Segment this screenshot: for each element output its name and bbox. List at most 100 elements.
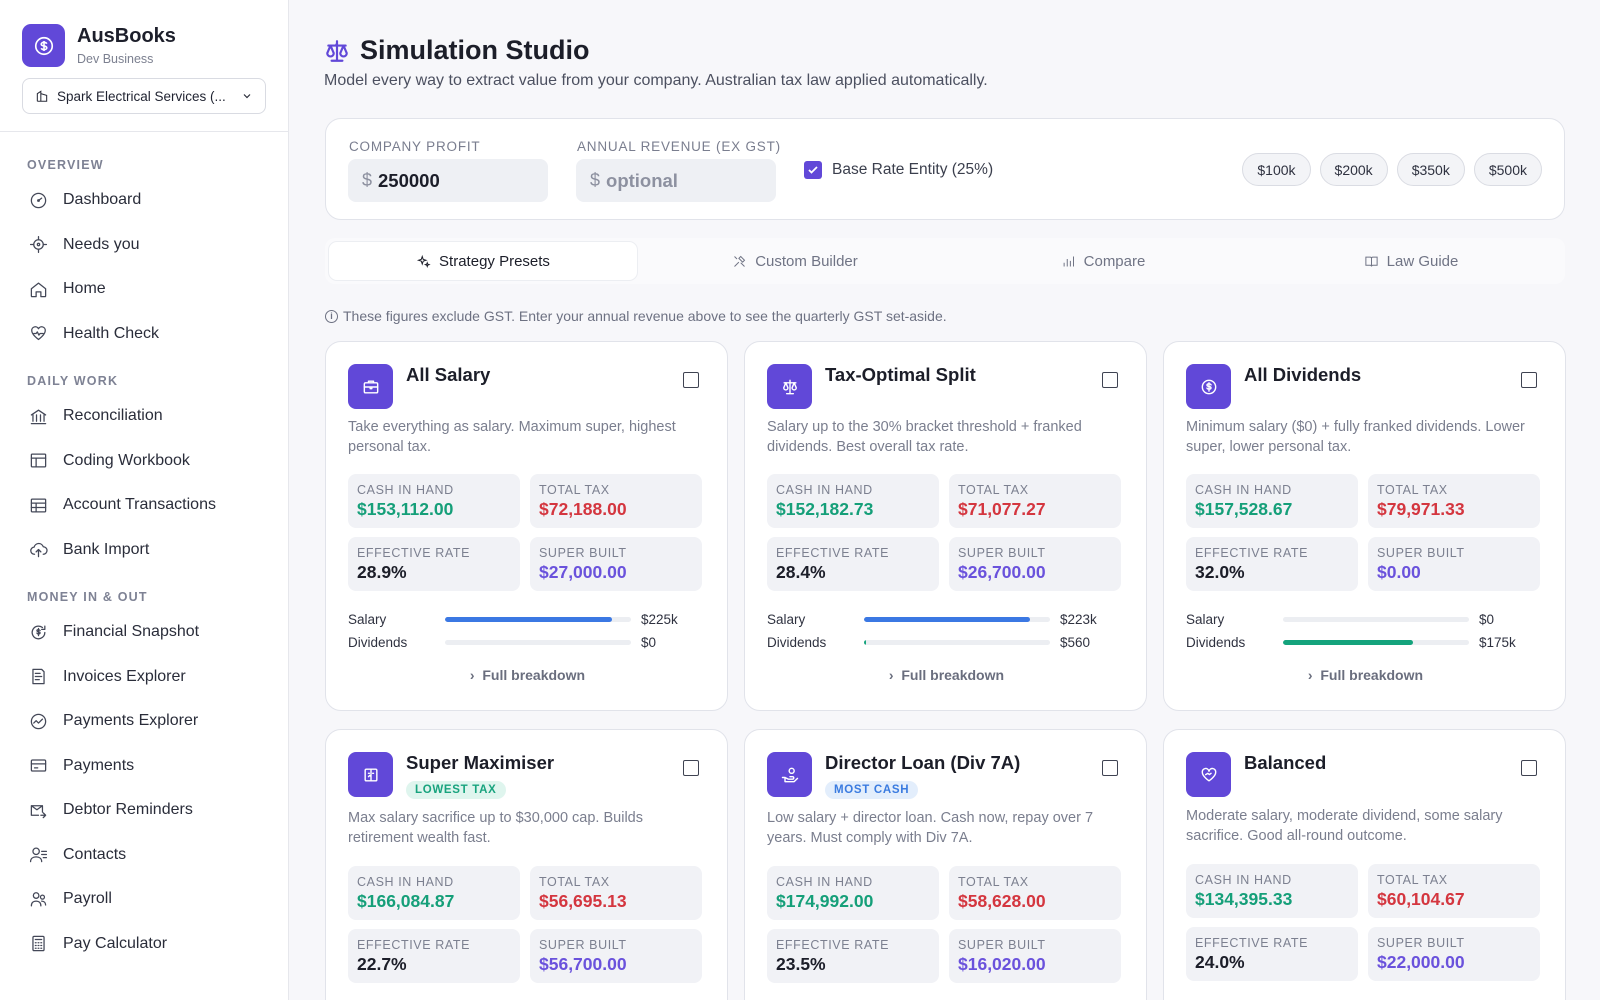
strategy-card-tax-optimal-split[interactable]: Tax-Optimal Split Salary up to the 30% b… [744,341,1147,711]
sidebar-item-payments[interactable]: Payments [0,744,289,789]
brand: AusBooks Dev Business [0,0,288,67]
full-breakdown-link[interactable]: › Full breakdown [1164,667,1567,683]
sidebar-item-debtor-reminders[interactable]: Debtor Reminders [0,788,289,833]
compare-checkbox[interactable] [683,372,699,388]
gauge-icon [28,190,48,210]
preset-100k-button[interactable]: $100k [1242,153,1311,186]
metric-label: TOTAL TAX [958,875,1029,889]
bank-icon [28,406,48,426]
metric-effective-rate: EFFECTIVE RATE 23.5% [767,929,939,983]
sidebar-item-label: Account Transactions [63,496,216,514]
tab-compare[interactable]: Compare [949,238,1257,284]
metric-value: $153,112.00 [357,499,454,519]
sidebar-item-bank-import[interactable]: Bank Import [0,528,289,573]
salary-bar-row: Salary $0 [1186,610,1546,628]
dividends-bar-row: Dividends $560 [767,633,1127,651]
metric-label: EFFECTIVE RATE [357,546,471,560]
sidebar-item-label: Payments [63,756,135,774]
sidebar-item-label: Financial Snapshot [63,623,200,641]
annual-revenue-label: ANNUAL REVENUE (EX GST) [577,139,781,154]
strategy-card-balanced[interactable]: Balanced Moderate salary, moderate divid… [1163,729,1566,1000]
hand-coins-icon [767,752,812,797]
tab-custom-builder[interactable]: Custom Builder [641,238,949,284]
annual-revenue-placeholder: optional [606,169,678,191]
metric-value: 22.7% [357,954,407,974]
preset-500k-button[interactable]: $500k [1473,153,1542,186]
metric-label: EFFECTIVE RATE [1195,936,1309,950]
sidebar-item-reconciliation[interactable]: Reconciliation [0,394,289,439]
sidebar-item-contacts[interactable]: Contacts [0,833,289,878]
metric-label: SUPER BUILT [539,546,627,560]
compare-checkbox[interactable] [1102,760,1118,776]
metric-value: $157,528.67 [1195,499,1293,519]
metric-cash-in-hand: CASH IN HAND $174,992.00 [767,866,939,920]
annual-revenue-input[interactable]: $ optional [576,159,776,202]
metric-cash-in-hand: CASH IN HAND $166,084.87 [348,866,520,920]
strategy-card-all-salary[interactable]: All Salary Take everything as salary. Ma… [325,341,728,711]
sidebar-item-coding-workbook[interactable]: Coding Workbook [0,439,289,484]
bar-chart-icon [1063,256,1074,266]
bar-label: Dividends [767,634,827,650]
compare-checkbox[interactable] [683,760,699,776]
strategy-card-all-dividends[interactable]: All Dividends Minimum salary ($0) + full… [1163,341,1566,711]
brand-name: AusBooks [77,25,176,47]
scales-icon [767,364,812,409]
strategy-card-director-loan[interactable]: Director Loan (Div 7A) MOST CASH Low sal… [744,729,1147,1000]
full-breakdown-link[interactable]: › Full breakdown [326,667,729,683]
strategy-card-super-maximiser[interactable]: Super Maximiser LOWEST TAX Max salary sa… [325,729,728,1000]
card-title: Tax-Optimal Split [825,364,976,385]
metric-total-tax: TOTAL TAX $71,077.27 [949,474,1121,528]
contacts-icon [28,845,48,865]
compare-checkbox[interactable] [1102,372,1118,388]
company-profit-input[interactable]: $ 250000 [348,159,548,202]
salary-bar-track [864,616,1050,622]
scales-icon [326,39,348,62]
sidebar-item-dashboard[interactable]: Dashboard [0,178,289,223]
info-icon: i [325,309,338,323]
page-subtitle: Model every way to extract value from yo… [324,72,988,89]
sidebar-item-financial-snapshot[interactable]: Financial Snapshot [0,610,289,655]
chevron-right-icon: › [469,667,475,683]
sidebar-item-account-transactions[interactable]: Account Transactions [0,483,289,528]
dividends-bar-row: Dividends $0 [348,633,708,651]
users-icon [28,889,48,909]
sidebar-item-health-check[interactable]: Health Check [0,312,289,357]
sidebar-item-payroll[interactable]: Payroll [0,877,289,922]
gst-note: i These figures exclude GST. Enter your … [325,308,947,324]
preset-200k-button[interactable]: $200k [1319,153,1388,186]
dollar-logo-icon [22,24,65,67]
sidebar-item-needs-you[interactable]: Needs you [0,223,289,268]
heart-handshake-icon [1186,752,1231,797]
sidebar-item-pay-calculator[interactable]: Pay Calculator [0,922,289,967]
table-icon [28,451,48,471]
sidebar-item-home[interactable]: Home [0,267,289,312]
compare-checkbox[interactable] [1521,760,1537,776]
full-breakdown-label: Full breakdown [482,667,586,683]
metric-total-tax: TOTAL TAX $58,628.00 [949,866,1121,920]
sidebar-nav: OVERVIEW Dashboard Needs you Home Health… [0,152,289,966]
organisation-select[interactable]: Spark Electrical Services (... [22,78,266,114]
metric-super-built: SUPER BUILT $27,000.00 [530,537,702,591]
base-rate-entity-toggle[interactable]: Base Rate Entity (25%) [804,161,993,179]
metric-super-built: SUPER BUILT $56,700.00 [530,929,702,983]
tab-law-guide[interactable]: Law Guide [1257,238,1565,284]
metric-label: EFFECTIVE RATE [1195,546,1309,560]
sidebar-item-payments-explorer[interactable]: Payments Explorer [0,699,289,744]
chevron-down-icon [243,94,251,99]
bar-label: Salary [767,611,806,627]
company-profit-value: 250000 [378,169,440,191]
metric-total-tax: TOTAL TAX $79,971.33 [1368,474,1540,528]
compare-checkbox[interactable] [1521,372,1537,388]
card-title: Director Loan (Div 7A) [825,752,1021,773]
tab-strategy-presets[interactable]: Strategy Presets [328,241,638,281]
metric-value: $71,077.27 [958,499,1046,519]
metric-super-built: SUPER BUILT $26,700.00 [949,537,1121,591]
dollar-refresh-icon [28,622,48,642]
tools-icon [734,255,746,267]
sidebar-item-invoices-explorer[interactable]: Invoices Explorer [0,655,289,700]
metric-value: $22,000.00 [1377,952,1465,972]
preset-350k-button[interactable]: $350k [1396,153,1465,186]
checkbox-checked-icon[interactable] [804,161,822,179]
full-breakdown-link[interactable]: › Full breakdown [745,667,1148,683]
metric-label: SUPER BUILT [1377,546,1465,560]
